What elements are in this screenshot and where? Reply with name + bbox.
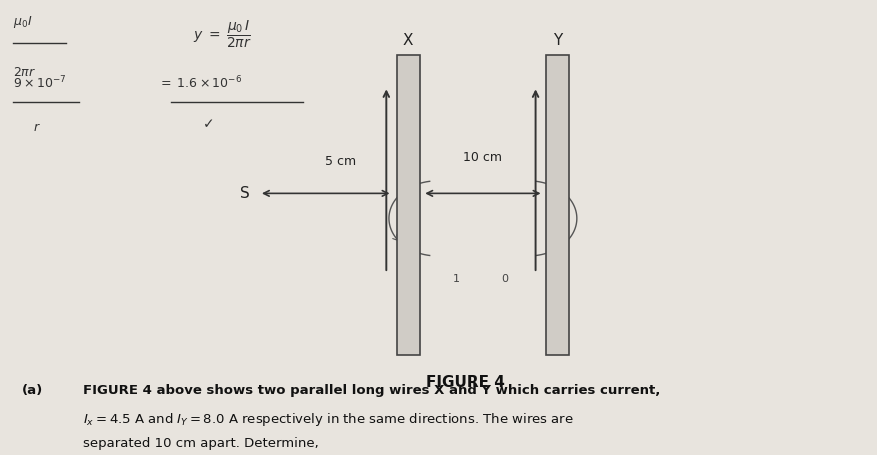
Text: X: X xyxy=(403,33,413,48)
Text: FIGURE 4: FIGURE 4 xyxy=(425,375,504,390)
Text: $y\;=\;\dfrac{\mu_0\,I}{2\pi r}$: $y\;=\;\dfrac{\mu_0\,I}{2\pi r}$ xyxy=(193,18,252,50)
Text: $\checkmark$: $\checkmark$ xyxy=(202,116,213,130)
Bar xyxy=(545,55,568,355)
Text: 1: 1 xyxy=(453,274,460,284)
Text: $=\;1.6 \times 10^{-6}$: $=\;1.6 \times 10^{-6}$ xyxy=(158,75,242,91)
Text: $2\pi r$: $2\pi r$ xyxy=(13,66,36,79)
Text: Y: Y xyxy=(553,33,561,48)
Text: 0: 0 xyxy=(501,274,508,284)
Text: 10 cm: 10 cm xyxy=(463,151,502,164)
Bar xyxy=(396,55,419,355)
Text: 5 cm: 5 cm xyxy=(324,155,355,168)
Text: $\mu_0 I$: $\mu_0 I$ xyxy=(13,14,32,30)
Text: $r$: $r$ xyxy=(33,121,41,134)
Text: FIGURE 4 above shows two parallel long wires X and Y which carries current,: FIGURE 4 above shows two parallel long w… xyxy=(83,384,660,398)
Text: $I_x = 4.5$ A and $I_Y = 8.0$ A respectively in the same directions. The wires a: $I_x = 4.5$ A and $I_Y = 8.0$ A respecti… xyxy=(83,411,574,428)
Text: separated 10 cm apart. Determine,: separated 10 cm apart. Determine, xyxy=(83,437,319,450)
Text: S: S xyxy=(240,186,250,201)
Text: $9 \times 10^{-7}$: $9 \times 10^{-7}$ xyxy=(13,75,67,91)
Text: (a): (a) xyxy=(22,384,43,398)
